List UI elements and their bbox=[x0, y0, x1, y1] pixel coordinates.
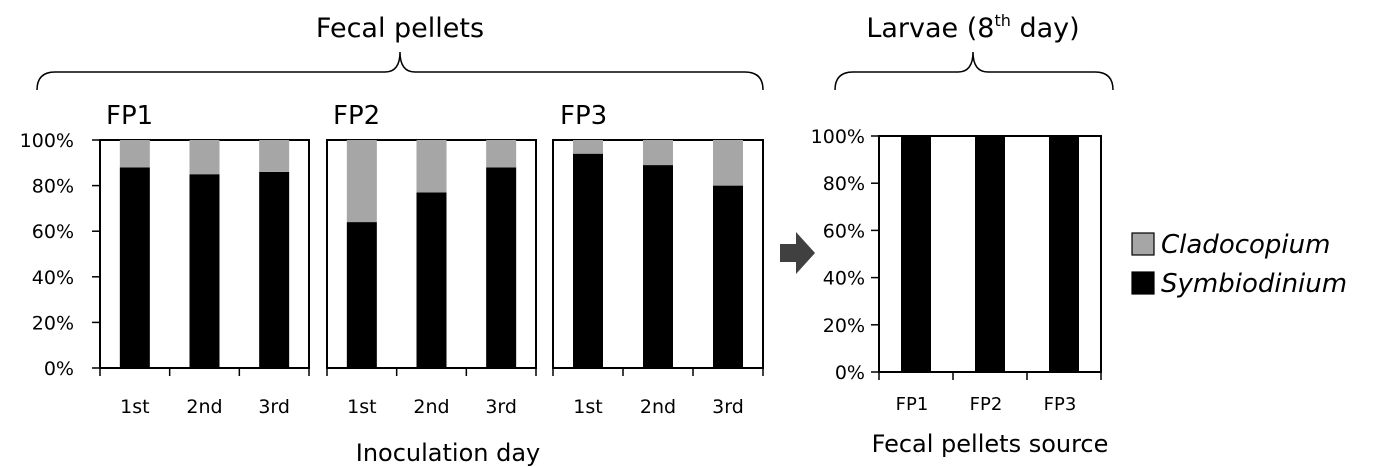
bar-symbiodinium bbox=[259, 171, 290, 368]
bar-symbiodinium bbox=[901, 136, 931, 372]
y-tick-label: 60% bbox=[32, 221, 74, 243]
x-tick-label: 2nd bbox=[186, 396, 222, 418]
x-tick-label: FP3 bbox=[1044, 394, 1077, 415]
x-tick-label: 2nd bbox=[640, 396, 676, 418]
bar-symbiodinium bbox=[416, 192, 447, 368]
right-x-axis-label: Fecal pellets source bbox=[872, 430, 1109, 458]
bar-cladocopium bbox=[189, 140, 220, 175]
bar-cladocopium bbox=[643, 140, 673, 166]
panel-title: FP2 bbox=[333, 101, 380, 131]
y-tick-label: 100% bbox=[20, 130, 74, 152]
bar-symbiodinium bbox=[1049, 136, 1079, 372]
bar-symbiodinium bbox=[189, 174, 220, 368]
right-y-axis: 100% 80% 60% 40% 20% 0% bbox=[811, 126, 879, 384]
y-tick-label: 80% bbox=[32, 176, 74, 198]
y-tick-label: 60% bbox=[823, 220, 865, 242]
legend-label-cladocopium: Cladocopium bbox=[1161, 230, 1330, 260]
bar-symbiodinium bbox=[713, 185, 743, 368]
x-tick-label: FP2 bbox=[970, 394, 1003, 415]
bar-cladocopium bbox=[119, 140, 150, 168]
left-group-brace bbox=[36, 51, 764, 91]
x-tick-label: 1st bbox=[347, 396, 376, 418]
panel-fp1: FP1 1st 2nd 3rd bbox=[99, 101, 310, 418]
legend: Cladocopium Symbiodinium bbox=[1131, 230, 1347, 299]
x-tick-label: 3rd bbox=[712, 396, 744, 418]
fecal-pellet-panels: FP1 1st 2nd 3rd FP2 1st 2nd 3rd FP3 1st 2nd 3rd bbox=[99, 101, 764, 418]
bar-symbiodinium bbox=[486, 167, 517, 368]
x-tick-label: 1st bbox=[120, 396, 149, 418]
y-tick-label: 40% bbox=[823, 268, 865, 290]
bar-cladocopium bbox=[259, 140, 290, 172]
y-tick-label: 80% bbox=[823, 173, 865, 195]
x-tick-label: FP1 bbox=[896, 394, 929, 415]
arrow-icon bbox=[780, 232, 815, 274]
bar-cladocopium bbox=[416, 140, 447, 193]
right-group-brace bbox=[834, 51, 1114, 91]
y-tick-label: 100% bbox=[811, 126, 865, 148]
right-group-title: Larvae (8th day) bbox=[866, 11, 1079, 44]
y-tick-label: 20% bbox=[823, 315, 865, 337]
x-tick-label: 3rd bbox=[485, 396, 517, 418]
legend-swatch-symbiodinium bbox=[1131, 271, 1155, 295]
bar-cladocopium bbox=[486, 140, 517, 168]
y-tick-label: 0% bbox=[835, 362, 865, 384]
bar-cladocopium bbox=[713, 140, 743, 186]
bar-cladocopium bbox=[573, 140, 603, 154]
bar-cladocopium bbox=[346, 140, 377, 223]
bar-symbiodinium bbox=[119, 167, 150, 368]
y-tick-label: 20% bbox=[32, 312, 74, 334]
legend-label-symbiodinium: Symbiodinium bbox=[1161, 269, 1347, 299]
x-tick-label: 3rd bbox=[258, 396, 290, 418]
larvae-panel: FP1 FP2 FP3 bbox=[878, 135, 1102, 415]
left-group-title: Fecal pellets bbox=[316, 13, 484, 44]
bar-symbiodinium bbox=[346, 222, 377, 368]
panel-title: FP3 bbox=[560, 101, 607, 131]
x-tick-label: 2nd bbox=[413, 396, 449, 418]
left-x-axis-label: Inoculation day bbox=[356, 439, 541, 467]
y-tick-label: 40% bbox=[32, 267, 74, 289]
panel-fp3: FP3 1st 2nd 3rd bbox=[552, 101, 764, 418]
y-tick-label: 0% bbox=[44, 358, 74, 380]
panel-fp2: FP2 1st 2nd 3rd bbox=[326, 101, 537, 418]
x-tick-label: 1st bbox=[573, 396, 602, 418]
bar-symbiodinium bbox=[975, 136, 1005, 372]
bar-symbiodinium bbox=[573, 153, 603, 368]
legend-swatch-cladocopium bbox=[1131, 232, 1155, 256]
bar-symbiodinium bbox=[643, 165, 673, 368]
panel-title: FP1 bbox=[106, 101, 153, 131]
left-y-axis: 100% 80% 60% 40% 20% 0% bbox=[20, 130, 100, 380]
